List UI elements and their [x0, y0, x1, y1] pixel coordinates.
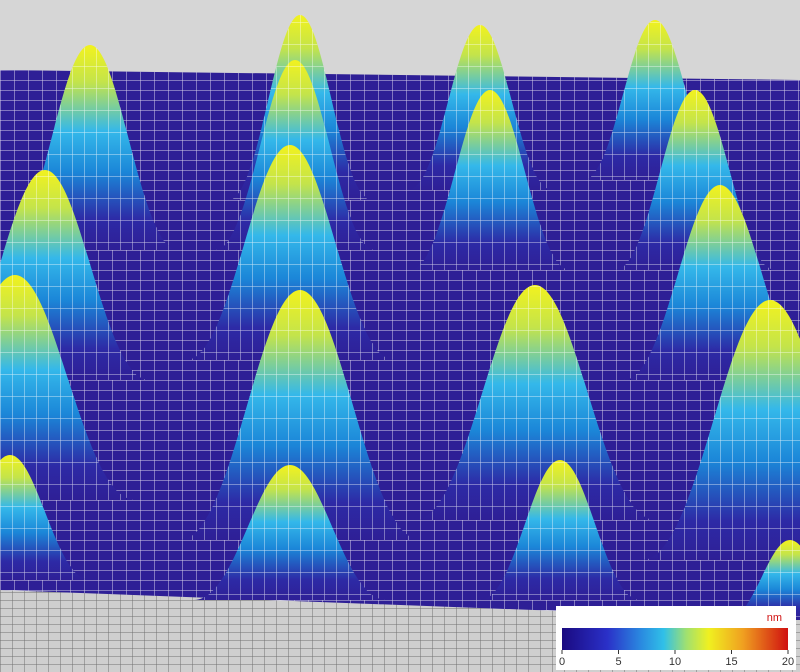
peak-mesh [410, 90, 570, 270]
colorbar-scale [562, 628, 788, 650]
peak-mesh [415, 285, 655, 520]
peak-mesh [0, 275, 135, 500]
colorbar-unit: nm [767, 612, 782, 624]
peak-mesh [180, 290, 420, 540]
peak-mesh [0, 455, 90, 580]
colorbar: nm 0 5 10 15 20 [556, 606, 796, 670]
colorbar-tick-label: 10 [669, 656, 681, 668]
colorbar-tick-label: 20 [782, 656, 794, 668]
peak-mesh [642, 300, 800, 560]
colorbar-tick-label: 5 [615, 656, 621, 668]
peak-mesh [726, 540, 800, 620]
colorbar-tick-label: 0 [559, 656, 565, 668]
colorbar-ticks: 0 5 10 15 20 [559, 650, 794, 668]
peaks [0, 15, 800, 620]
peak-mesh [480, 460, 640, 600]
peak-mesh [186, 145, 394, 360]
peak-mesh [194, 465, 386, 600]
colorbar-tick-label: 15 [725, 656, 737, 668]
